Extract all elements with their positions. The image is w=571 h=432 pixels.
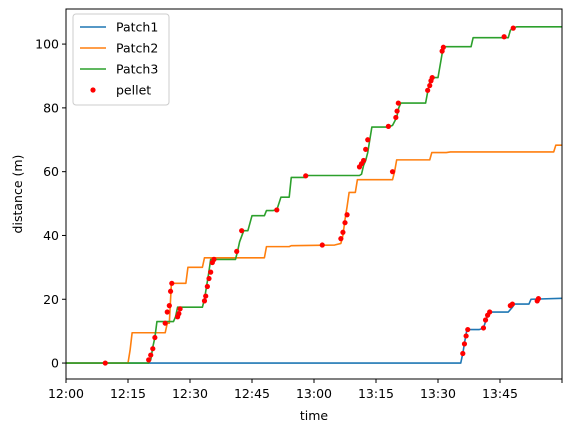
x-tick-label: 12:00 [48, 386, 84, 401]
pellet-point [150, 346, 156, 352]
pellet-point [535, 296, 542, 302]
pellet-point [167, 288, 174, 294]
pellet-point [461, 341, 468, 347]
pellet-point [344, 212, 350, 218]
pellet-point [239, 228, 245, 234]
pellet-point [487, 309, 493, 315]
x-tick-label: 13:00 [296, 386, 332, 401]
pellet-point [509, 301, 515, 307]
y-tick-label: 0 [51, 356, 59, 371]
pellet-point [394, 108, 400, 114]
pellet-point [482, 317, 489, 323]
pellet-point [340, 229, 346, 235]
x-tick-label: 13:45 [482, 386, 518, 401]
legend-box [72, 13, 170, 106]
pellet-point [204, 283, 210, 290]
x-tick-label: 12:15 [110, 386, 146, 401]
pellet-point [203, 293, 209, 299]
legend: Patch1 Patch2 Patch3 pellet [72, 13, 170, 106]
x-tick-label: 13:15 [358, 386, 394, 401]
pellet-point [166, 303, 172, 309]
y-tick-label: 20 [43, 292, 59, 307]
pellet-point [319, 242, 325, 248]
y-tick-label: 60 [43, 164, 59, 179]
pellet-point [463, 333, 469, 339]
legend-label-patch3: Patch3 [116, 62, 158, 77]
x-axis-label: time [300, 408, 329, 423]
pellet-point [480, 325, 487, 331]
pellet-point [342, 220, 348, 226]
pellet-point [211, 256, 217, 262]
pellet-point [206, 275, 212, 282]
pellet-point [234, 248, 240, 255]
pellet-point [440, 44, 446, 50]
pellet-point [146, 357, 152, 363]
pellet-point [169, 280, 175, 286]
pellet-point [393, 114, 399, 121]
pellet-point [361, 157, 367, 164]
pellet-point [429, 74, 435, 81]
pellet-point [363, 146, 369, 152]
pellet-point [389, 169, 396, 175]
pellet-point [208, 269, 214, 275]
pellet-point [510, 25, 516, 31]
pellet-point [201, 298, 208, 304]
x-tick-label: 12:45 [234, 386, 270, 401]
legend-swatch-pellet [90, 87, 96, 93]
pellet-point [365, 137, 371, 143]
pellet-point [176, 311, 182, 317]
legend-label-pellet: pellet [116, 83, 151, 98]
pellet-point [501, 34, 507, 40]
y-tick-label: 80 [43, 100, 59, 115]
pellet-point [425, 87, 431, 93]
pellet-point [465, 326, 471, 333]
pellet-point [102, 360, 108, 366]
pellet-point [164, 309, 170, 315]
y-axis-label: distance (m) [10, 155, 25, 234]
x-tick-label: 13:30 [420, 386, 456, 401]
legend-label-patch1: Patch1 [116, 20, 158, 35]
pellet-point [427, 82, 433, 89]
y-tick-label: 100 [35, 37, 59, 52]
pellet-point [460, 350, 466, 357]
legend-label-patch2: Patch2 [116, 41, 158, 56]
series-line-patch2 [66, 144, 562, 364]
pellet-point [162, 320, 168, 326]
pellet-point [152, 334, 158, 341]
pellet-point [395, 100, 401, 106]
x-tick-label: 12:30 [172, 386, 208, 401]
pellet-point [148, 352, 154, 358]
pellet-point [303, 173, 309, 179]
pellet-point [177, 306, 183, 312]
pellet-point [274, 207, 280, 213]
pellet-point [385, 123, 391, 129]
pellet-point [338, 236, 344, 242]
y-tick-label: 40 [43, 228, 59, 243]
